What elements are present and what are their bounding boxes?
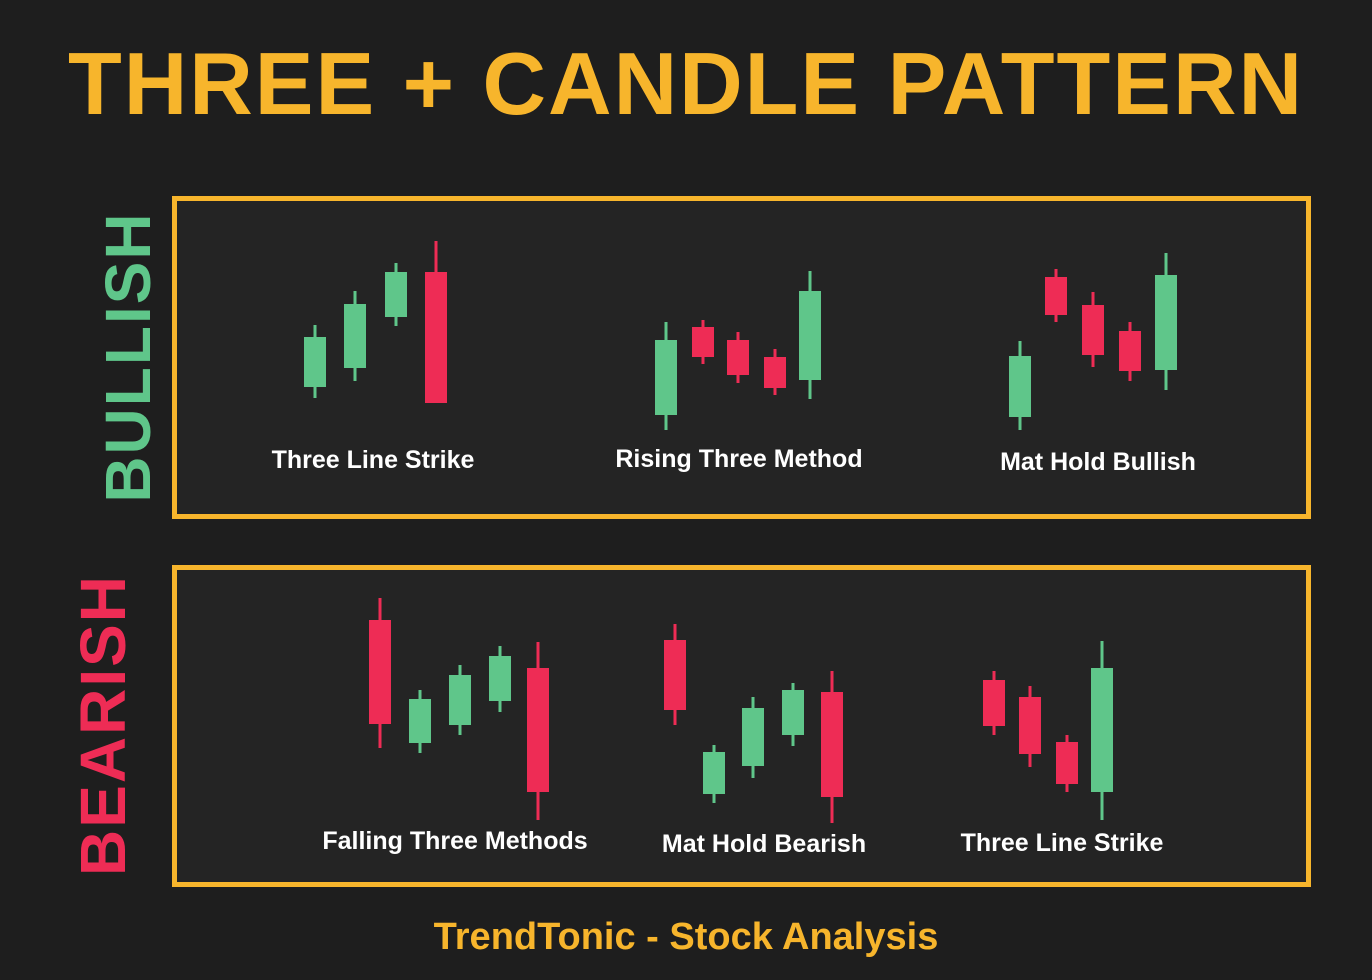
candle-body [727, 340, 749, 375]
footer-brand: TrendTonic - Stock Analysis [433, 916, 939, 958]
candle-body [1045, 277, 1067, 315]
bullish-candle [449, 665, 471, 735]
candle-body [655, 340, 677, 415]
candle-body [1019, 697, 1041, 754]
candle-body [703, 752, 725, 794]
candle-body [385, 272, 407, 317]
bearish-candle [764, 349, 786, 395]
candle-body [692, 327, 714, 357]
candle-body [425, 272, 447, 403]
pattern-label-mat-hold-bullish: Mat Hold Bullish [1000, 448, 1196, 476]
candle-body [409, 699, 431, 743]
candle-body [344, 304, 366, 368]
candle-body [1009, 356, 1031, 417]
bearish-candle [727, 332, 749, 383]
bullish-candle [304, 325, 326, 398]
pattern-label-rising-three-method: Rising Three Method [615, 445, 863, 473]
candle-body [527, 668, 549, 792]
bullish-candle [1155, 253, 1177, 390]
pattern-label-mat-hold-bearish: Mat Hold Bearish [661, 830, 867, 858]
candle-body [764, 357, 786, 388]
candle-body [664, 640, 686, 710]
bullish-candle [703, 745, 725, 803]
candle-group-three-line-strike-bearish [983, 641, 1113, 820]
bullish-candle [799, 271, 821, 399]
bullish-candle [385, 263, 407, 326]
bearish-candle [1119, 322, 1141, 381]
bearish-candle [1045, 269, 1067, 322]
candle-body [1119, 331, 1141, 371]
candle-group-mat-hold-bullish [1009, 253, 1177, 430]
bearish-candle [821, 671, 843, 823]
bullish-candle [742, 697, 764, 778]
candle-body [1056, 742, 1078, 784]
candle-body [449, 675, 471, 725]
bearish-candle [1082, 292, 1104, 367]
candle-body [821, 692, 843, 797]
candle-group-three-line-strike-bullish [304, 241, 447, 403]
bearish-candle [425, 241, 447, 403]
candle-body [489, 656, 511, 701]
candle-group-rising-three-method [655, 271, 821, 430]
bullish-candle [344, 291, 366, 381]
candle-body [369, 620, 391, 724]
candle-group-falling-three-methods [369, 598, 549, 820]
bearish-candle [983, 671, 1005, 735]
pattern-label-falling-three-methods: Falling Three Methods [322, 827, 588, 855]
candle-body [983, 680, 1005, 726]
candle-body [742, 708, 764, 766]
bearish-candle [369, 598, 391, 748]
candle-body [1155, 275, 1177, 370]
bearish-candle [1019, 686, 1041, 767]
candle-body [1082, 305, 1104, 355]
pattern-label-three-line-strike-bullish: Three Line Strike [271, 446, 475, 474]
bullish-candle [1091, 641, 1113, 820]
bearish-candle [527, 642, 549, 820]
page-title: THREE + CANDLE PATTERN [67, 34, 1305, 133]
bearish-candle [1056, 735, 1078, 792]
bullish-candle [655, 322, 677, 430]
candle-body [782, 690, 804, 735]
candle-body [1091, 668, 1113, 792]
bullish-candle [782, 683, 804, 746]
candle-body [799, 291, 821, 380]
candle-body [304, 337, 326, 387]
bearish-panel [172, 565, 1311, 887]
bullish-candle [1009, 341, 1031, 430]
pattern-label-three-line-strike-bearish: Three Line Strike [960, 829, 1164, 857]
candle-group-mat-hold-bearish [664, 624, 843, 823]
bearish-candle [664, 624, 686, 725]
bullish-candle [489, 646, 511, 712]
bearish-candle [692, 320, 714, 364]
bullish-candle [409, 690, 431, 753]
